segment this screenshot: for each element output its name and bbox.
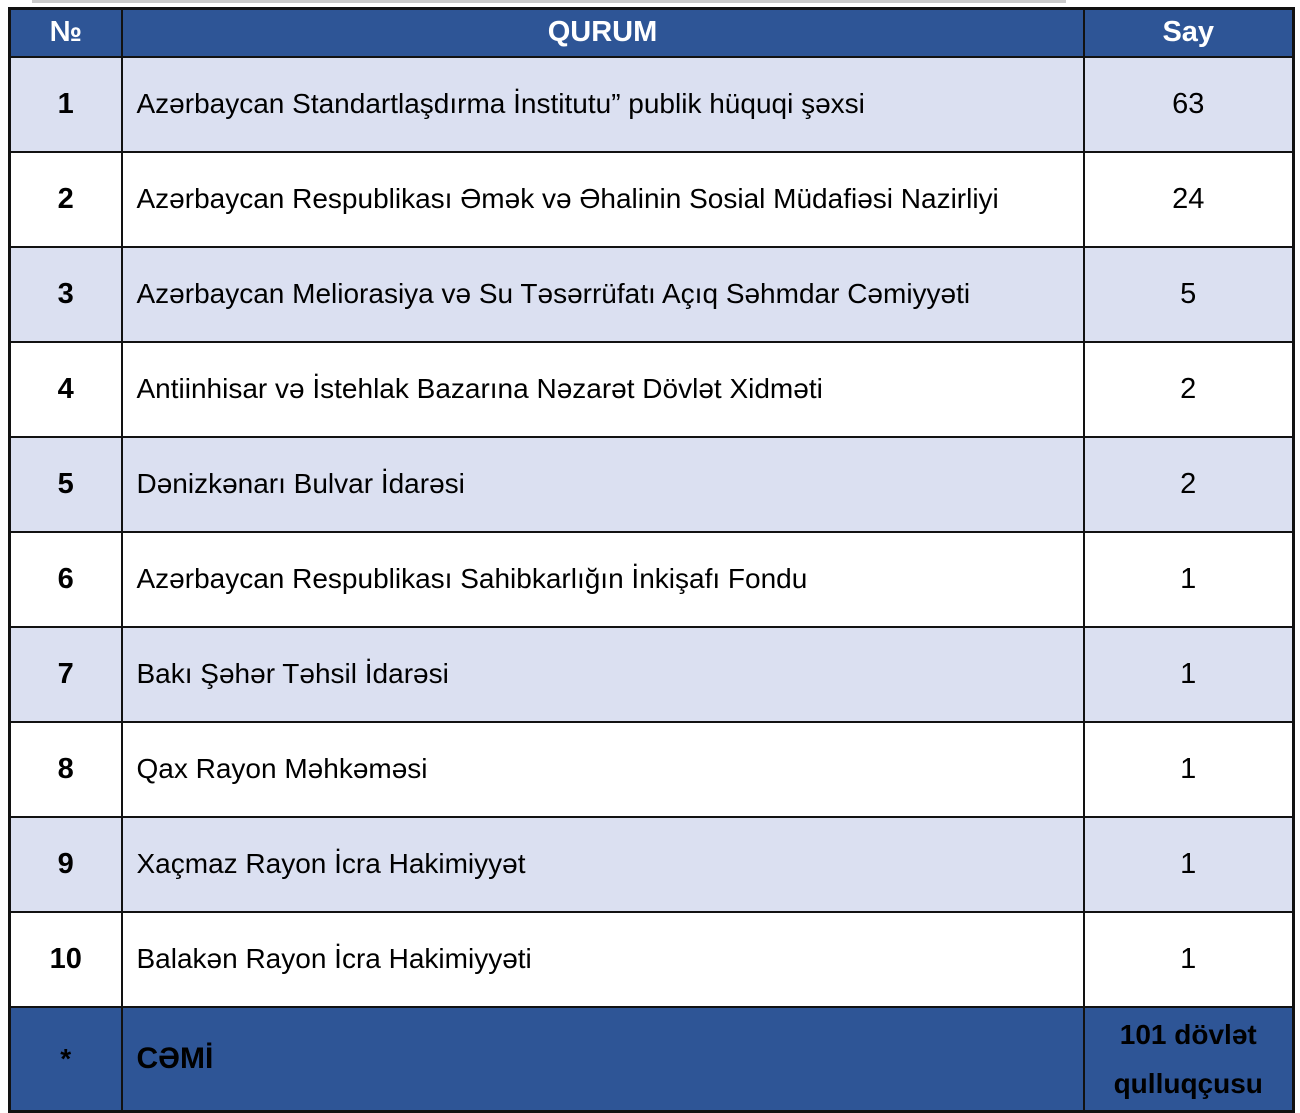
row-number-cell: 10 — [8, 910, 123, 1008]
qurum-name-cell: Azərbaycan Respublikası Sahibkarlığın İn… — [120, 530, 1085, 628]
header-cell-qurum: QURUM — [120, 7, 1085, 58]
qurum-name-cell: Xaçmaz Rayon İcra Hakimiyyət — [120, 815, 1085, 913]
table-row: 4 Antiinhisar və İstehlak Bazarına Nəzar… — [8, 340, 1295, 438]
footer-row: * CƏMİ 101 dövlət qulluqçusu — [8, 1005, 1295, 1112]
row-number-cell: 9 — [8, 815, 123, 913]
row-number-cell: 4 — [8, 340, 123, 438]
table-row: 8 Qax Rayon Məhkəməsi 1 — [8, 720, 1295, 818]
header-cell-no: № — [8, 7, 123, 58]
say-value-cell: 24 — [1082, 150, 1295, 248]
say-value-cell: 1 — [1082, 815, 1295, 913]
qurum-name-cell: Antiinhisar və İstehlak Bazarına Nəzarət… — [120, 340, 1085, 438]
qurum-name-cell: Azərbaycan Standartlaşdırma İnstitutu” p… — [120, 55, 1085, 153]
say-value-cell: 2 — [1082, 340, 1295, 438]
table-footer: * CƏMİ 101 dövlət qulluqçusu — [8, 1005, 1295, 1112]
row-number-cell: 8 — [8, 720, 123, 818]
footer-cell-cemi: CƏMİ — [120, 1005, 1085, 1112]
row-number-cell: 6 — [8, 530, 123, 628]
footer-cell-total: 101 dövlət qulluqçusu — [1082, 1005, 1295, 1112]
header-cell-say: Say — [1082, 7, 1295, 58]
table-row: 6 Azərbaycan Respublikası Sahibkarlığın … — [8, 530, 1295, 628]
say-value-cell: 1 — [1082, 910, 1295, 1008]
qurum-name-cell: Balakən Rayon İcra Hakimiyyəti — [120, 910, 1085, 1008]
say-value-cell: 5 — [1082, 245, 1295, 343]
say-value-cell: 63 — [1082, 55, 1295, 153]
table-row: 7 Bakı Şəhər Təhsil İdarəsi 1 — [8, 625, 1295, 723]
qurum-say-table: № QURUM Say 1 Azərbaycan Standartlaşdırm… — [8, 7, 1295, 1113]
say-value-cell: 1 — [1082, 720, 1295, 818]
qurum-name-cell: Bakı Şəhər Təhsil İdarəsi — [120, 625, 1085, 723]
top-edge-artifact-line — [32, 0, 1066, 3]
row-number-cell: 5 — [8, 435, 123, 533]
table-row: 2 Azərbaycan Respublikası Əmək və Əhalin… — [8, 150, 1295, 248]
row-number-cell: 3 — [8, 245, 123, 343]
row-number-cell: 1 — [8, 55, 123, 153]
table-row: 5 Dənizkənarı Bulvar İdarəsi 2 — [8, 435, 1295, 533]
qurum-name-cell: Dənizkənarı Bulvar İdarəsi — [120, 435, 1085, 533]
qurum-name-cell: Azərbaycan Respublikası Əmək və Əhalinin… — [120, 150, 1085, 248]
table-row: 1 Azərbaycan Standartlaşdırma İnstitutu”… — [8, 55, 1295, 153]
table-body: 1 Azərbaycan Standartlaşdırma İnstitutu”… — [8, 55, 1295, 1008]
table-row: 10 Balakən Rayon İcra Hakimiyyəti 1 — [8, 910, 1295, 1008]
say-value-cell: 1 — [1082, 625, 1295, 723]
footer-cell-no: * — [8, 1005, 123, 1112]
table-row: 9 Xaçmaz Rayon İcra Hakimiyyət 1 — [8, 815, 1295, 913]
row-number-cell: 7 — [8, 625, 123, 723]
say-value-cell: 2 — [1082, 435, 1295, 533]
table-row: 3 Azərbaycan Meliorasiya və Su Təsərrüfa… — [8, 245, 1295, 343]
header-row: № QURUM Say — [8, 7, 1295, 58]
row-number-cell: 2 — [8, 150, 123, 248]
qurum-name-cell: Qax Rayon Məhkəməsi — [120, 720, 1085, 818]
qurum-name-cell: Azərbaycan Meliorasiya və Su Təsərrüfatı… — [120, 245, 1085, 343]
table-header: № QURUM Say — [8, 7, 1295, 58]
say-value-cell: 1 — [1082, 530, 1295, 628]
